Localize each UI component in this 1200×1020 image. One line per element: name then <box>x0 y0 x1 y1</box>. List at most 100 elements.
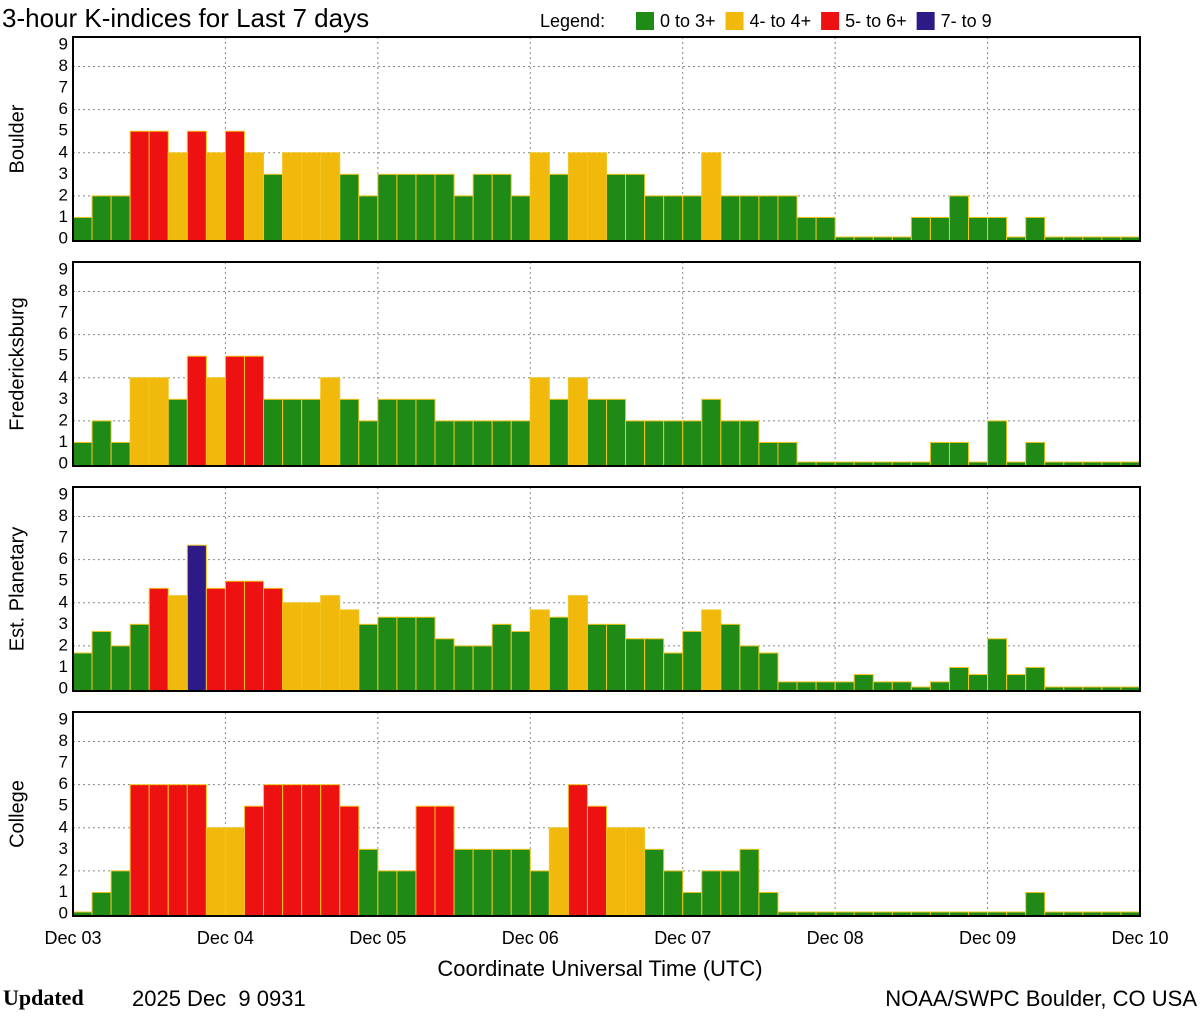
bar <box>434 638 455 692</box>
bar <box>205 587 226 692</box>
bar <box>243 805 265 917</box>
bar <box>377 398 398 467</box>
bar <box>510 848 531 917</box>
bar <box>663 195 684 242</box>
legend-swatch <box>725 12 744 30</box>
bar <box>644 195 665 242</box>
bar <box>872 681 893 692</box>
bar <box>72 652 93 692</box>
bar <box>1025 891 1046 917</box>
bar <box>358 623 379 692</box>
bar <box>968 674 989 692</box>
bar <box>129 784 150 917</box>
bar <box>91 195 112 242</box>
bar <box>987 216 1008 242</box>
plot-frame <box>72 36 1141 242</box>
y-tick-label: 8 <box>59 56 68 75</box>
bar <box>987 420 1008 467</box>
bar <box>129 377 150 467</box>
bar <box>415 805 436 917</box>
bar <box>625 638 646 692</box>
updated-time: 2025 Dec 9 0931 <box>132 986 306 1011</box>
bar <box>567 595 588 692</box>
y-tick-label: 0 <box>59 228 68 247</box>
x-tick-label: Dec 10 <box>1111 928 1168 948</box>
panel-label: College <box>6 780 28 848</box>
bar <box>739 420 760 467</box>
y-tick-label: 2 <box>59 860 68 879</box>
bar <box>929 216 950 242</box>
legend-label: 4- to 4+ <box>750 11 812 31</box>
bar <box>472 848 493 917</box>
bar <box>396 870 417 917</box>
bar <box>910 216 931 242</box>
bar <box>358 848 379 917</box>
legend-swatch <box>821 12 840 30</box>
bar <box>282 398 303 467</box>
bar <box>167 152 188 242</box>
y-tick-label: 3 <box>59 389 68 408</box>
y-tick-label: 8 <box>59 731 68 750</box>
bar <box>243 152 265 242</box>
bar <box>186 355 207 467</box>
bar <box>625 827 646 917</box>
bar <box>434 173 455 242</box>
legend-label: 7- to 9 <box>941 11 992 31</box>
bar <box>834 681 855 692</box>
bar <box>777 441 798 467</box>
bar <box>663 652 684 692</box>
bar <box>205 827 226 917</box>
panel-label: Boulder <box>6 104 28 173</box>
y-tick-label: 5 <box>59 571 68 590</box>
bar <box>644 638 665 692</box>
bar <box>758 441 779 467</box>
bar <box>891 681 912 692</box>
bar <box>148 784 169 917</box>
bar <box>606 173 627 242</box>
bar <box>491 173 512 242</box>
bar <box>453 848 474 917</box>
y-tick-label: 3 <box>59 164 68 183</box>
panel-label: Est. Planetary <box>6 527 28 652</box>
bar <box>263 784 284 917</box>
bar <box>282 784 303 917</box>
bar <box>606 827 627 917</box>
bar <box>644 848 665 917</box>
bar <box>224 827 245 917</box>
y-tick-label: 6 <box>59 549 68 568</box>
legend-label: 0 to 3+ <box>660 11 716 31</box>
source: NOAA/SWPC Boulder, CO USA <box>885 986 1197 1011</box>
bar <box>339 173 360 242</box>
bar <box>529 609 550 692</box>
y-tick-label: 8 <box>59 281 68 300</box>
x-tick-label: Dec 08 <box>807 928 864 948</box>
bar <box>167 784 188 917</box>
y-tick-label: 4 <box>59 367 68 386</box>
y-tick-label: 6 <box>59 99 68 118</box>
bar <box>415 616 436 692</box>
bar <box>282 602 303 692</box>
y-tick-label: 7 <box>59 303 68 322</box>
bar <box>320 152 341 242</box>
bar <box>701 609 722 692</box>
bar <box>529 152 550 242</box>
bar <box>377 173 398 242</box>
bar <box>739 848 760 917</box>
legend-label: 5- to 6+ <box>845 11 907 31</box>
bar <box>377 870 398 917</box>
y-tick-label: 6 <box>59 774 68 793</box>
y-tick-label: 9 <box>59 259 68 278</box>
bar <box>567 784 588 917</box>
bar <box>339 805 360 917</box>
bar <box>929 441 950 467</box>
bar <box>282 152 303 242</box>
panel-label: Fredericksburg <box>6 297 28 430</box>
bar <box>777 195 798 242</box>
bar <box>91 420 112 467</box>
legend-swatch <box>916 12 935 30</box>
y-tick-label: 8 <box>59 506 68 525</box>
bar <box>472 420 493 467</box>
plot-frame <box>72 711 1141 917</box>
bar <box>263 587 284 692</box>
bar <box>148 587 169 692</box>
